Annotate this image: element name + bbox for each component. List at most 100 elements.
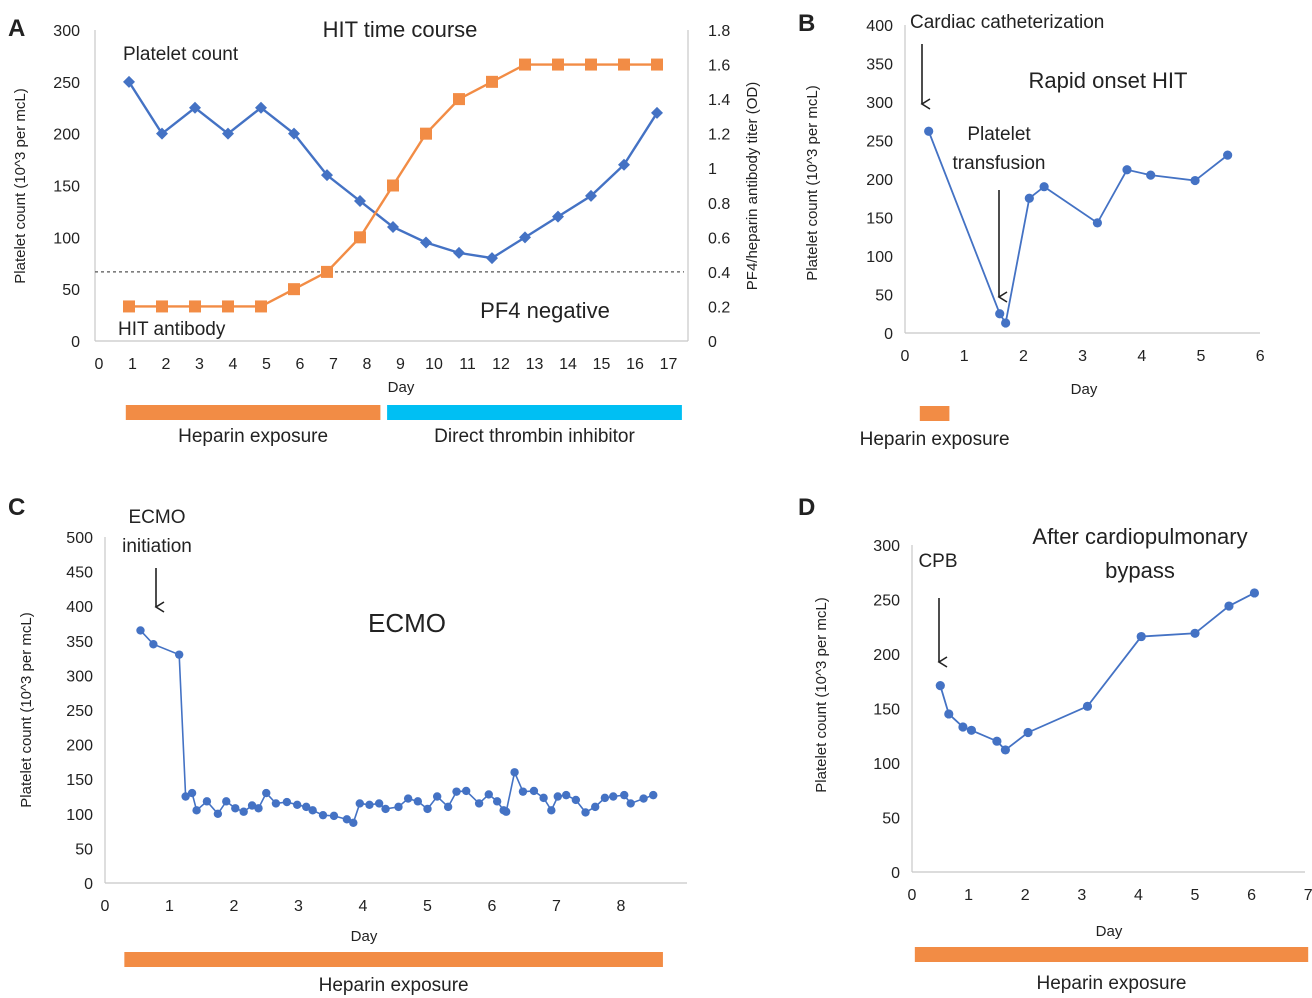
panel-a-data-point xyxy=(486,75,498,88)
panel-b-x-tick-label: 1 xyxy=(960,348,969,365)
panel-a-annotation-pf4-negative: PF4 negative xyxy=(480,298,610,323)
panel-c-data-point xyxy=(222,797,231,806)
panel-c-data-point xyxy=(239,807,248,816)
panel-a-x-tick-label: 15 xyxy=(593,356,611,373)
panel-c-y-tick-label: 200 xyxy=(66,738,93,755)
panel-d-platelet-markers xyxy=(935,588,1260,755)
panel-d-x-tick-label: 2 xyxy=(1021,887,1030,904)
panel-a-data-point xyxy=(288,283,300,296)
panel-a-x-tick-label: 16 xyxy=(626,356,644,373)
panel-c-y-tick-label: 100 xyxy=(66,807,93,824)
panel-b-x-tick-label: 5 xyxy=(1197,348,1206,365)
panel-c-x-tick-label: 8 xyxy=(617,898,626,915)
panel-d-y-tick-label: 100 xyxy=(873,756,900,773)
panel-c-platelet-markers xyxy=(136,626,658,827)
panel-a-y-tick-label: 150 xyxy=(53,179,80,196)
panel-c-data-point xyxy=(365,800,374,810)
panel-b-platelet-series-line xyxy=(927,130,1229,326)
panel-a-x-axis-title: Day xyxy=(388,379,415,396)
panel-d-data-point xyxy=(1224,601,1234,611)
panel-a-data-point xyxy=(123,300,135,313)
panel-b-data-point xyxy=(1146,170,1156,180)
panel-c-data-point xyxy=(302,802,311,812)
panel-c-data-point xyxy=(639,794,648,803)
panel-b-data-point xyxy=(924,126,934,136)
panel-a-y-tick-labels: 0 50 100 150 200 250 300 xyxy=(53,23,80,351)
panel-a-data-point xyxy=(222,300,234,313)
panel-b-exposure-bar xyxy=(919,406,950,421)
panel-d-x-tick-labels: 0 1 2 3 4 5 6 7 xyxy=(908,887,1312,904)
panel-a-x-tick-label: 5 xyxy=(262,356,271,373)
panel-a-antibody-markers xyxy=(123,58,663,313)
panel-a-data-point xyxy=(354,195,366,208)
panel-c-data-point xyxy=(492,797,502,806)
panel-c-data-point xyxy=(174,650,184,659)
panel-c-data-point xyxy=(649,790,658,800)
panel-c-data-point xyxy=(381,804,390,814)
panel-c-data-point xyxy=(423,804,432,814)
panel-d-x-tick-label: 1 xyxy=(964,887,973,904)
panel-a-x-tick-label: 14 xyxy=(559,356,577,373)
panel-d-x-tick-label: 7 xyxy=(1304,887,1312,904)
panel-a-data-point xyxy=(255,300,267,313)
panel-c-y-tick-labels: 0 50 100 150 200 250 300 350 400 450 500 xyxy=(66,530,93,893)
panel-a-data-point xyxy=(618,58,630,71)
panel-b-annotation-text: Cardiac catheterization xyxy=(910,12,1104,33)
panel-c-y-tick-label: 300 xyxy=(66,668,93,685)
panel-b-y-tick-label: 0 xyxy=(884,326,893,343)
panel-d-data-point xyxy=(1000,745,1010,755)
panel-a-data-point xyxy=(618,158,630,171)
panel-b-data-point xyxy=(1039,182,1049,192)
panel-c-x-tick-label: 6 xyxy=(488,898,497,915)
panel-c-x-tick-label: 7 xyxy=(552,898,561,915)
panel-a-y2-tick-label: 0.4 xyxy=(708,265,730,282)
panel-a-y-tick-label: 50 xyxy=(62,282,80,299)
panel-b-x-tick-label: 2 xyxy=(1019,348,1028,365)
panel-b-y-tick-labels: 0 50 100 150 200 250 300 350 400 xyxy=(866,18,893,343)
panel-a-data-point xyxy=(321,169,333,182)
panel-d-annotation-text: CPB xyxy=(918,551,957,572)
panel-c-data-point xyxy=(394,802,403,812)
panel-d-x-tick-label: 6 xyxy=(1247,887,1256,904)
panel-d-data-point xyxy=(1249,588,1260,598)
panel-a-x-tick-label: 17 xyxy=(660,356,678,373)
panel-b-y-axis-title: Platelet count (10^3 per mcL) xyxy=(804,85,821,280)
panel-c-data-point xyxy=(254,804,263,813)
panel-a-data-point xyxy=(255,101,267,114)
panel-c-data-point xyxy=(181,792,190,801)
panel-b-data-point xyxy=(1001,318,1011,328)
panel-c-data-point xyxy=(626,799,635,808)
panel-c-data-point xyxy=(403,794,413,803)
panel-b-exposure-bars: Heparin exposure xyxy=(860,406,1010,450)
panel-d-y-axis-title: Platelet count (10^3 per mcL) xyxy=(813,597,830,792)
panel-c-data-point xyxy=(529,786,539,796)
panel-d-x-axis-title: Day xyxy=(1096,923,1123,940)
panel-c-data-point xyxy=(518,787,528,796)
panel-a-data-point xyxy=(123,75,135,88)
panel-a-y2-tick-label: 1 xyxy=(708,161,717,178)
panel-a-exposure-bars: Heparin exposure Direct thrombin inhibito… xyxy=(125,405,682,447)
panel-c-data-point xyxy=(581,808,590,817)
panel-c-data-point xyxy=(452,787,461,796)
panel-letter-c: C xyxy=(8,494,25,521)
panel-c-data-point xyxy=(231,804,240,813)
panel-a-data-point xyxy=(156,127,168,140)
panel-a-title: HIT time course xyxy=(323,17,478,42)
panel-a-y2-tick-label: 0.2 xyxy=(708,299,730,316)
panel-c-data-point xyxy=(308,806,317,815)
panel-c-data-point xyxy=(474,799,484,808)
panel-c-x-tick-label: 5 xyxy=(423,898,432,915)
panel-a-x-tick-label: 1 xyxy=(128,356,137,373)
panel-a-data-point xyxy=(519,58,531,71)
panel-a-y2-tick-labels: 0 0.2 0.4 0.6 0.8 1 1.2 1.4 1.6 1.8 xyxy=(708,23,730,351)
panel-a-y2-tick-label: 0.6 xyxy=(708,230,730,247)
panel-a-data-point xyxy=(453,93,465,106)
panel-c-data-point xyxy=(318,810,328,820)
panel-c-x-tick-label: 3 xyxy=(294,898,303,915)
panel-a-data-point xyxy=(387,179,399,192)
panel-a-data-point xyxy=(519,231,531,244)
panel-b-x-tick-label: 0 xyxy=(901,348,910,365)
panel-c-data-point xyxy=(620,790,629,800)
panel-a-x-tick-label: 6 xyxy=(296,356,305,373)
